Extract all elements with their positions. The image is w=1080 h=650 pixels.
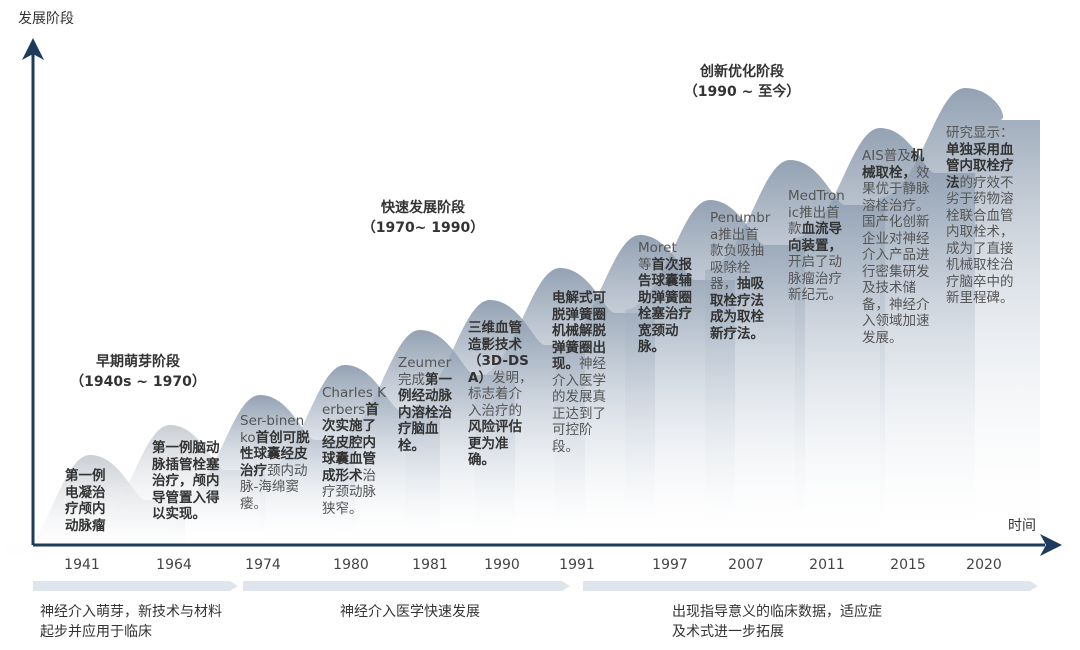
y-arrow [22, 38, 44, 60]
milestone-highlight: 首创可脱性球囊经皮治疗 [240, 429, 310, 479]
milestone-highlight: 首次实施了经皮腔内球囊血管成形术 [322, 401, 379, 484]
phase-text: 出现指导意义的临床数据，适应症及术式进一步拓展 [672, 604, 882, 640]
stage-title: 早期萌芽阶段 [96, 354, 180, 370]
hills [5, 88, 1040, 565]
year-label: 1997 [652, 557, 688, 573]
year-label: 1974 [245, 557, 281, 573]
milestone-segment: MedTronic推出首款 [788, 188, 845, 237]
milestone-highlight: 机械取栓， [862, 148, 925, 181]
year-label: 1981 [412, 557, 448, 573]
milestone-highlight: 单独采用血管内取栓疗法 [946, 141, 1014, 191]
milestone-highlight: 首次报告球囊辅助弹簧圈栓塞治疗宽颈动脉。 [638, 256, 692, 356]
milestone-text: Ser-binenko首创可脱性球囊经皮治疗颈内动脉-海绵窦瘘。 [240, 413, 310, 512]
stage-period: （1970~ 1990） [361, 220, 485, 236]
year-label: 2015 [890, 557, 926, 573]
year-label: 2011 [809, 557, 845, 573]
milestone-text: 研究显示：单独采用血管内取栓疗法的疗效不劣于药物溶栓联合血管内取栓术，成为了直接… [946, 125, 1016, 307]
milestone-segment: 效果优于静脉溶栓治疗。国产化创新企业对神经介入产品进行密集研发及技术储备，神经介… [862, 164, 930, 346]
milestone-text: AIS普及机械取栓，效果优于静脉溶栓治疗。国产化创新企业对神经介入产品进行密集研… [862, 148, 934, 346]
milestone-highlight: 抽吸取栓疗法成为取栓新疗法。 [710, 276, 764, 342]
phase-arrows [33, 581, 1038, 591]
year-label: 1991 [559, 557, 595, 573]
stage-title: 创新优化阶段 [700, 64, 784, 80]
milestone-text: 三维血管造影技术（3D-DSA）发明，标志着介入治疗的风险评估更为准确。 [468, 320, 534, 469]
year-label: 2007 [728, 557, 764, 573]
year-label: 1964 [156, 557, 192, 573]
milestone-segment: 颈内动脉-海绵窦瘘。 [240, 462, 308, 512]
milestone-segment: Penumbra推出首款负吸抽吸除栓器， [710, 210, 771, 292]
milestone-highlight: 三维血管造影技术（3D-DSA） [468, 320, 529, 386]
phase-text: 神经介入医学快速发展 [340, 604, 480, 620]
milestone-highlight: 第一例电凝治疗颅内动脉瘤 [65, 468, 106, 534]
milestone-segment: Charles Kerbers [322, 385, 387, 418]
milestone-highlight: 风险评估更为准确。 [468, 419, 522, 468]
milestone-segment: 神经介入医学的发展真正达到了可控阶段。 [552, 356, 606, 455]
milestone-segment: Zeumer 完成 [398, 355, 452, 388]
milestone-highlight: 血流导向装置， [788, 221, 842, 254]
stage-period: （1940s ~ 1970） [70, 374, 206, 390]
milestone-segment: 的疗效不劣于药物溶栓联合血管内取栓术，成为了直接机械取栓治疗脑卒中的新里程碑。 [946, 174, 1014, 307]
milestone-highlight: 第一例经动脉内溶栓治疗脑血栓。 [398, 371, 452, 454]
milestone-segment: AIS普及 [862, 148, 911, 164]
year-label: 1990 [484, 557, 520, 573]
milestone-text: 第一例电凝治疗颅内动脉瘤 [65, 468, 115, 534]
stage-period: （1990 ~ 至今） [683, 84, 801, 100]
phase-text: 神经介入萌芽，新技术与材料起步并应用于临床 [40, 604, 222, 640]
milestone-text: Penumbra推出首款负吸抽吸除栓器，抽吸取栓疗法成为取栓新疗法。 [710, 210, 772, 342]
milestone-text: 第一例脑动脉插管栓塞治疗，颅内导管置入得以实现。 [152, 440, 224, 523]
x-arrow [1040, 534, 1062, 556]
year-label: 1941 [64, 557, 100, 573]
year-label: 2020 [966, 557, 1002, 573]
milestone-segment: Ser-binenko [240, 413, 305, 446]
x-axis-label: 时间 [1008, 518, 1036, 534]
y-axis-label: 发展阶段 [18, 11, 74, 27]
hill [880, 88, 1040, 545]
milestone-highlight: 第一例脑动脉插管栓塞治疗，颅内导管置入得以实现。 [152, 440, 220, 522]
milestone-segment: Moret 等 [638, 240, 677, 273]
milestone-text: Moret 等首次报告球囊辅助弹簧圈栓塞治疗宽颈动脉。 [638, 240, 694, 356]
milestone-segment: 发明，标志着介入治疗的 [468, 369, 533, 419]
year-label: 1980 [333, 557, 369, 573]
milestone-text: Zeumer 完成第一例经动脉内溶栓治疗脑血栓。 [398, 355, 454, 454]
milestone-highlight: 电解式可脱弹簧圈机械解脱弹簧圈出现。 [552, 290, 606, 372]
milestone-text: 电解式可脱弹簧圈机械解脱弹簧圈出现。神经介入医学的发展真正达到了可控阶段。 [552, 290, 612, 455]
milestone-text: MedTronic推出首款血流导向装置，开启了动脉瘤治疗新纪元。 [788, 188, 846, 304]
milestone-segment: 研究显示： [946, 125, 1014, 141]
milestone-segment: 开启了动脉瘤治疗新纪元。 [788, 254, 842, 303]
stage-title: 快速发展阶段 [381, 200, 465, 216]
milestone-segment: 治疗颈动脉狭窄。 [322, 467, 376, 517]
milestone-text: Charles Kerbers首次实施了经皮腔内球囊血管成形术治疗颈动脉狭窄。 [322, 385, 387, 517]
